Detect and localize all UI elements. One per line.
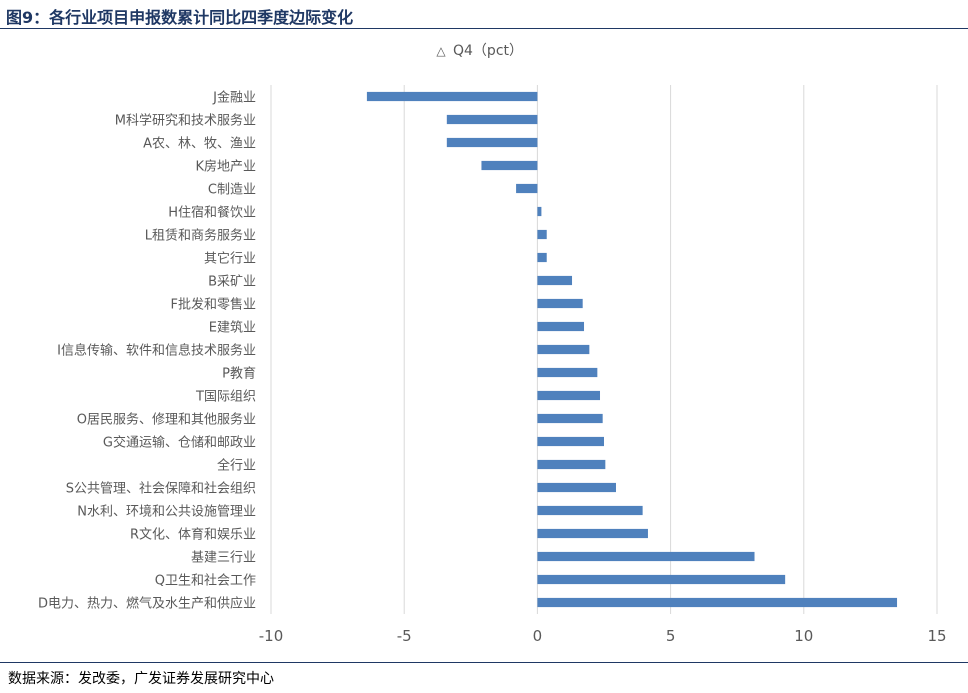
category-label: J金融业 (212, 90, 256, 106)
category-label: 全行业 (217, 458, 256, 474)
bar (537, 229, 547, 240)
category-label: L租赁和商务服务业 (145, 228, 256, 244)
category-label: 基建三行业 (191, 551, 256, 566)
chart-area: △ Q4（pct） J金融业 M科学研究和技术服务业 A农、林、牧、渔业 K房地产业 C… (0, 30, 968, 660)
figure-title: 图9：各行业项目申报数累计同比四季度边际变化 (6, 8, 354, 27)
bar (537, 344, 590, 355)
footer-divider (0, 662, 968, 663)
category-label: H住宿和餐饮业 (168, 205, 256, 221)
figure-header: 图9：各行业项目申报数累计同比四季度边际变化 (0, 0, 968, 30)
bar (537, 436, 604, 447)
category-label: Q卫生和社会工作 (155, 573, 256, 589)
category-label: M科学研究和技术服务业 (115, 113, 256, 129)
bar (481, 160, 538, 171)
bar (446, 137, 538, 148)
bar (537, 206, 542, 217)
category-label: C制造业 (208, 183, 256, 198)
bar (516, 183, 538, 194)
legend-label: Q4（pct） (453, 43, 523, 59)
bars (366, 91, 898, 608)
source-note: 数据来源：发改委，广发证券发展研究中心 (8, 671, 274, 687)
x-tick-labels: -10 -5 0 5 10 15 (259, 627, 947, 645)
x-tick-label: 10 (794, 627, 813, 645)
title-divider (0, 28, 968, 29)
category-label: R文化、体育和娱乐业 (130, 527, 256, 543)
bar (537, 321, 585, 332)
x-tick-label: 5 (666, 627, 676, 645)
bar (537, 597, 898, 608)
category-label: S公共管理、社会保障和社会组织 (66, 481, 256, 497)
bar (537, 528, 648, 539)
bar (366, 91, 538, 102)
x-tick-label: -10 (259, 627, 284, 645)
bar-chart: △ Q4（pct） J金融业 M科学研究和技术服务业 A农、林、牧、渔业 K房地产业 C… (38, 43, 947, 645)
x-tick-label: 0 (533, 627, 543, 645)
category-label: A农、林、牧、渔业 (143, 137, 256, 152)
bar (537, 298, 583, 309)
category-label: K房地产业 (195, 159, 256, 175)
category-label: D电力、热力、燃气及水生产和供应业 (38, 596, 256, 612)
bar (537, 574, 786, 585)
bar (446, 114, 538, 125)
category-labels: J金融业 M科学研究和技术服务业 A农、林、牧、渔业 K房地产业 C制造业 H住宿和餐饮业… (38, 90, 256, 612)
category-label: G交通运输、仓储和邮政业 (103, 435, 256, 451)
bar (537, 367, 598, 378)
x-tick-label: -5 (397, 627, 412, 645)
category-label: N水利、环境和公共设施管理业 (77, 505, 256, 520)
x-tick-label: 15 (927, 627, 946, 645)
legend-marker: △ (436, 44, 446, 58)
category-label: 其它行业 (204, 251, 256, 267)
bar (537, 413, 603, 424)
category-label: F批发和零售业 (171, 297, 256, 313)
category-label: I信息传输、软件和信息技术服务业 (57, 343, 256, 359)
bar (537, 390, 601, 401)
bar (537, 252, 547, 263)
category-label: T国际组织 (195, 390, 256, 405)
category-label: P教育 (222, 366, 256, 382)
legend: △ Q4（pct） (436, 43, 523, 59)
category-label: B采矿业 (208, 275, 256, 290)
bar (537, 482, 616, 493)
category-label: E建筑业 (209, 320, 256, 336)
category-label: O居民服务、修理和其他服务业 (77, 412, 256, 428)
bar (537, 551, 755, 562)
bar (537, 275, 573, 286)
bar (537, 505, 643, 516)
bar (537, 459, 606, 470)
